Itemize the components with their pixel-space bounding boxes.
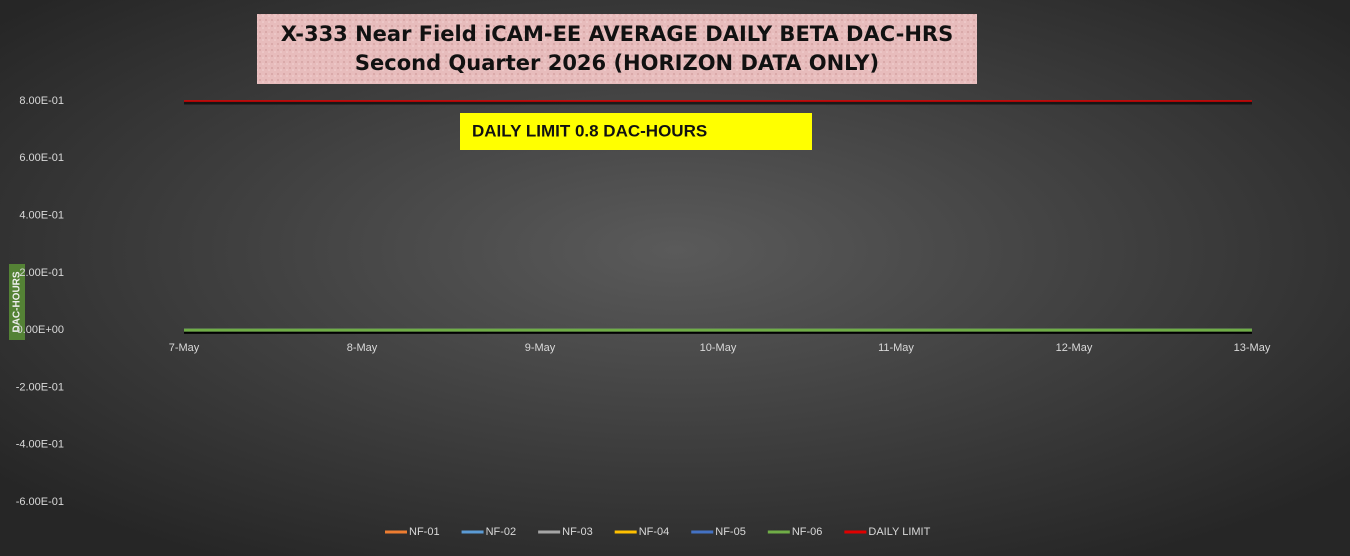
y-tick-label: 6.00E-01 bbox=[19, 152, 64, 164]
chart-subtitle: Second Quarter 2026 (HORIZON DATA ONLY) bbox=[355, 51, 879, 75]
y-label-box bbox=[9, 264, 25, 340]
legend-label: NF-03 bbox=[562, 526, 593, 538]
y-tick-label: -4.00E-01 bbox=[16, 439, 64, 451]
annotation-box bbox=[460, 113, 812, 150]
y-tick-label: 4.00E-01 bbox=[19, 209, 64, 221]
title-box bbox=[257, 14, 977, 84]
y-axis-label: DAC-HOURS bbox=[12, 271, 23, 332]
x-tick-label: 12-May bbox=[1056, 342, 1093, 354]
legend-label: DAILY LIMIT bbox=[868, 526, 930, 538]
x-tick-label: 13-May bbox=[1234, 342, 1271, 354]
annotation: DAILY LIMIT 0.8 DAC-HOURS bbox=[472, 121, 707, 140]
y-tick-label: 0.00E+00 bbox=[17, 324, 64, 336]
chart-title: X-333 Near Field iCAM-EE AVERAGE DAILY B… bbox=[281, 22, 953, 46]
x-tick-label: 7-May bbox=[169, 342, 200, 354]
x-tick-label: 10-May bbox=[700, 342, 737, 354]
legend-label: NF-01 bbox=[409, 526, 440, 538]
y-tick-label: -2.00E-01 bbox=[16, 381, 64, 393]
x-tick-label: 9-May bbox=[525, 342, 556, 354]
legend-label: NF-04 bbox=[639, 526, 670, 538]
legend-label: NF-06 bbox=[792, 526, 823, 538]
y-tick-label: 8.00E-01 bbox=[19, 95, 64, 107]
legend-label: NF-05 bbox=[715, 526, 746, 538]
legend-label: NF-02 bbox=[486, 526, 517, 538]
x-tick-label: 11-May bbox=[878, 342, 914, 354]
x-tick-label: 8-May bbox=[347, 342, 378, 354]
y-tick-label: 2.00E-01 bbox=[19, 267, 64, 279]
y-tick-label: -6.00E-01 bbox=[16, 496, 64, 508]
